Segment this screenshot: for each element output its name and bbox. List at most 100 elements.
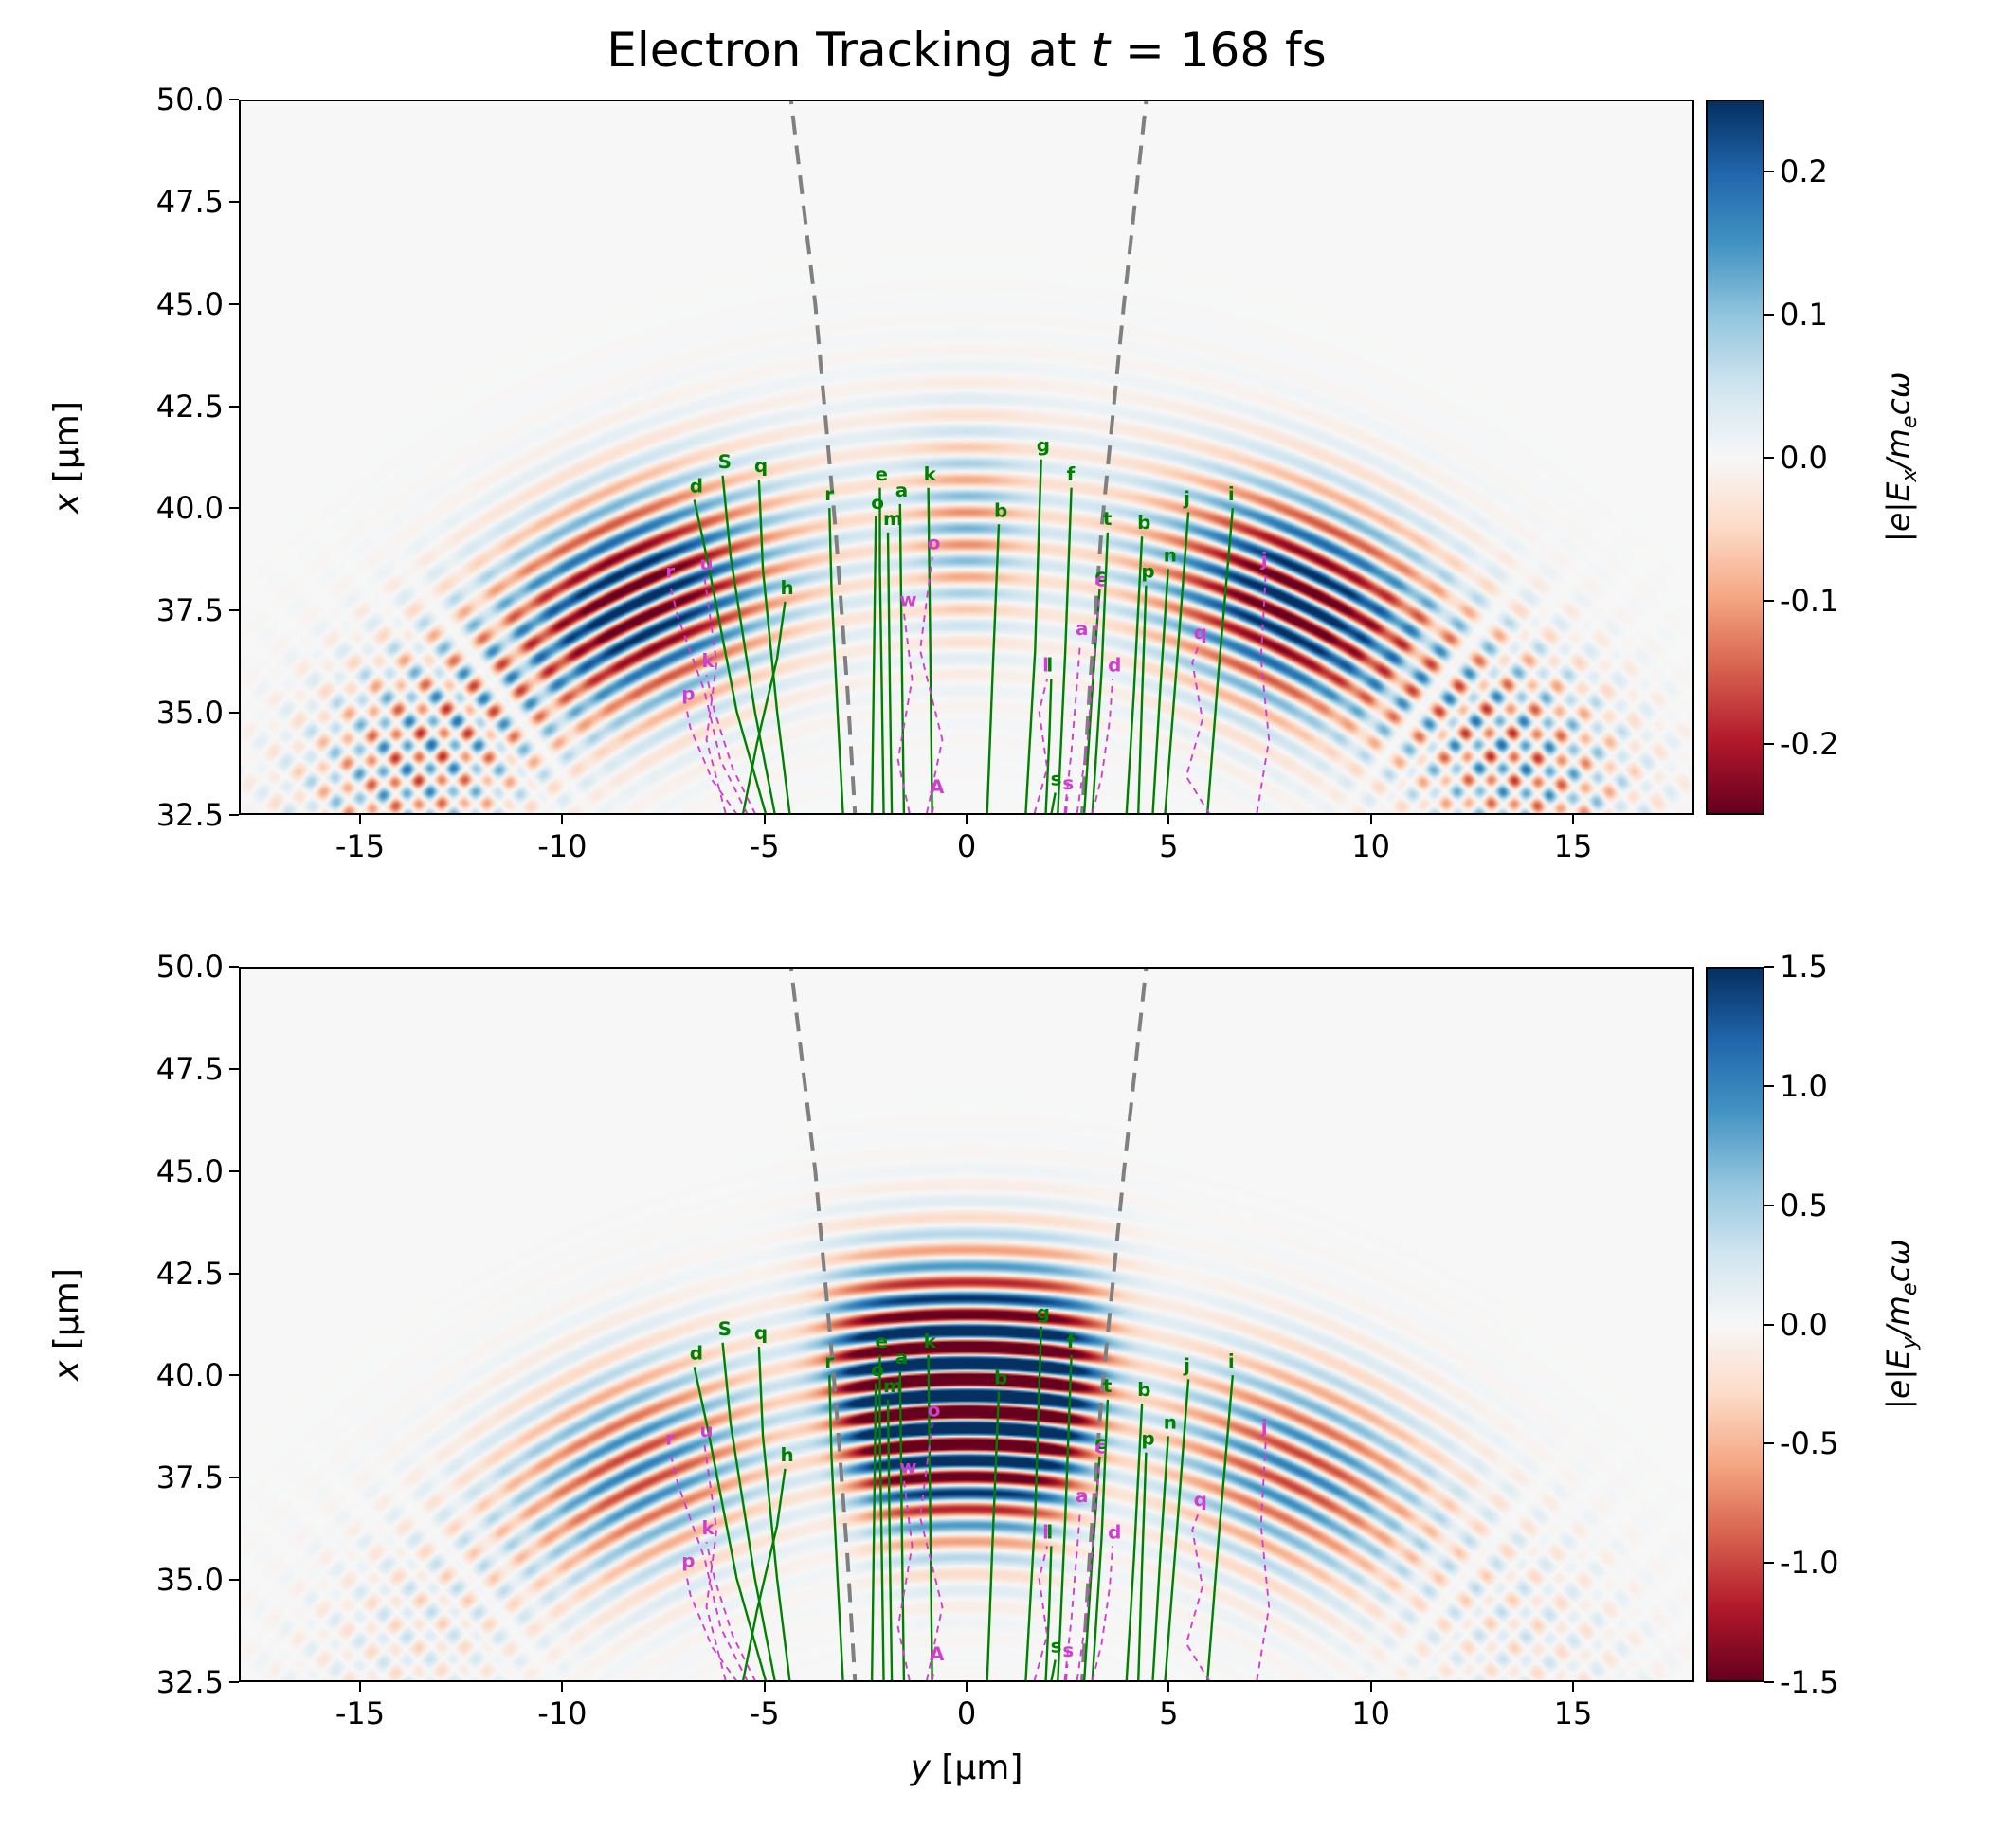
x-tick-label: 10 <box>1351 1695 1391 1731</box>
electron-trajectory-green <box>898 1370 906 1680</box>
electron-trajectory-green <box>986 1391 1001 1680</box>
electron-trajectory-green <box>878 1354 885 1680</box>
x-tick-mark <box>1369 1682 1372 1692</box>
y-tick-mark <box>229 712 239 715</box>
electron-trajectory-magenta <box>919 556 944 813</box>
colorbar-tick-mark <box>1764 1323 1774 1326</box>
electron-trajectory-green <box>742 601 787 813</box>
electron-trajectory-green <box>1137 1452 1148 1680</box>
trajectory-label: p <box>1141 1428 1154 1450</box>
electron-trajectory-green <box>757 1347 791 1680</box>
x-tick-mark <box>763 815 766 824</box>
trajectory-label: w <box>899 1457 916 1478</box>
electron-trajectory-magenta <box>1091 679 1114 813</box>
y-tick-mark <box>229 609 239 612</box>
electron-trajectory-green <box>870 1383 877 1680</box>
x-tick-label: -10 <box>537 828 588 864</box>
electron-trajectory-magenta <box>703 576 727 813</box>
electron-trajectory-magenta <box>896 613 914 813</box>
y-tick-label: 37.5 <box>155 592 224 629</box>
x-tick-mark <box>1167 1682 1170 1692</box>
trajectory-label: w <box>899 589 916 611</box>
x-tick-mark <box>359 815 361 824</box>
title-suffix: = 168 fs <box>1110 23 1327 78</box>
colorbar-tick-mark <box>1764 313 1774 316</box>
electron-trajectory-magenta <box>1076 1460 1101 1680</box>
electron-trajectory-magenta <box>685 1574 737 1680</box>
electron-trajectory-green <box>1091 532 1110 813</box>
electron-trajectory-green <box>1206 508 1235 813</box>
trajectory-label: q <box>1194 1489 1207 1511</box>
colorbar-ex-gradient <box>1708 101 1763 813</box>
laser-cone-line <box>788 101 858 813</box>
y-tick-mark <box>229 1374 239 1377</box>
colorbar-tick-label: 0.2 <box>1780 153 1828 190</box>
colorbar-tick-mark <box>1764 1084 1774 1087</box>
electron-trajectory-green <box>1024 1326 1042 1680</box>
trajectory-label: e <box>876 463 889 485</box>
colorbar-tick-label: 0.1 <box>1780 296 1828 333</box>
x-tick-mark <box>763 1682 766 1692</box>
colorbar-ey-gradient <box>1708 969 1763 1680</box>
electron-trajectory-magenta <box>1256 1440 1271 1680</box>
electron-trajectory-green <box>757 480 791 813</box>
x-tick-mark <box>966 1682 968 1692</box>
trajectory-label: c <box>1094 565 1106 587</box>
trajectory-label: j <box>1183 487 1190 509</box>
x-axis-label: y [μm] <box>239 1748 1694 1787</box>
trajectory-label: c <box>1094 569 1106 590</box>
colorbar-tick-label: 1.0 <box>1780 1067 1828 1104</box>
colorbar-ex <box>1706 100 1764 815</box>
electron-trajectory-green <box>721 1342 776 1680</box>
x-tick-label: 0 <box>956 1695 977 1731</box>
colorbar-tick-label: 1.5 <box>1780 949 1828 985</box>
electron-trajectory-green <box>1125 1404 1144 1680</box>
x-tick-label: -5 <box>749 1695 780 1731</box>
y-axis-label: x [μm] <box>47 1268 86 1381</box>
trajectory-label: t <box>1103 508 1113 530</box>
trajectory-label: A <box>930 776 945 798</box>
title-math-var: t <box>1091 23 1111 78</box>
y-tick-mark <box>229 966 239 968</box>
y-tick-mark <box>229 1169 239 1172</box>
trajectory-label: e <box>876 1331 889 1352</box>
y-tick-label: 40.0 <box>155 1357 224 1394</box>
trajectory-label: m <box>883 1375 903 1397</box>
electron-trajectory-green <box>1057 1354 1073 1680</box>
trajectory-label: r <box>665 1428 675 1450</box>
electron-trajectory-magenta <box>1063 1509 1081 1680</box>
electron-trajectory-green <box>1024 459 1042 813</box>
electron-trajectory-green <box>1044 1546 1053 1680</box>
trajectory-label: s <box>1062 772 1074 794</box>
y-axis-var: x <box>46 493 86 514</box>
electron-trajectory-green <box>828 1375 844 1680</box>
electron-trajectory-magenta <box>896 1480 914 1680</box>
trajectory-label: r <box>824 1350 834 1372</box>
trajectory-label: g <box>1037 1302 1050 1324</box>
electron-trajectory-magenta <box>1185 1513 1210 1680</box>
x-tick-label: -15 <box>335 828 386 864</box>
electron-trajectory-green <box>878 487 885 813</box>
trajectory-label: k <box>924 1331 937 1352</box>
x-tick-mark <box>561 815 564 824</box>
trajectory-label: o <box>871 492 884 514</box>
y-axis-label: x [μm] <box>47 401 86 514</box>
electron-trajectory-magenta <box>919 1423 944 1680</box>
colorbar-tick-label: 0.5 <box>1780 1187 1828 1223</box>
x-tick-label: 5 <box>1159 1695 1179 1731</box>
y-tick-label: 45.0 <box>155 1152 224 1189</box>
y-tick-mark <box>229 814 239 816</box>
electron-trajectory-green <box>1044 679 1053 813</box>
y-axis-unit: [μm] <box>46 401 86 494</box>
colorbar-tick-label: -0.2 <box>1780 725 1839 762</box>
trajectory-label: l <box>1046 654 1053 676</box>
trajectory-label: f <box>1067 463 1076 485</box>
trajectory-label: d <box>690 1343 703 1365</box>
trajectory-label: o <box>871 1359 884 1381</box>
x-tick-label: -5 <box>749 828 780 864</box>
colorbar-tick-mark <box>1764 1681 1774 1683</box>
trajectory-label: j <box>1260 549 1268 571</box>
x-tick-mark <box>1572 1682 1574 1692</box>
